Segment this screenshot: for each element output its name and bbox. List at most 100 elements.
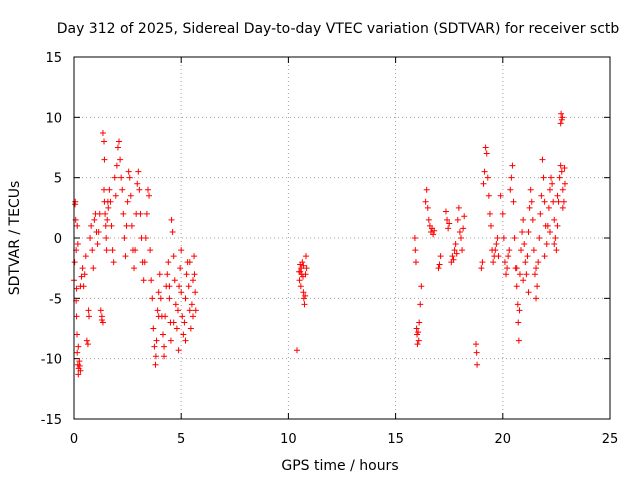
data-point-marker xyxy=(147,247,154,254)
data-point-marker xyxy=(507,186,514,193)
y-tick-label: 0 xyxy=(54,232,62,247)
data-point-marker xyxy=(484,174,491,181)
data-point-marker xyxy=(164,271,171,278)
data-point-marker xyxy=(181,319,188,326)
data-point-marker xyxy=(149,295,156,302)
data-point-marker xyxy=(508,174,515,181)
data-point-marker xyxy=(166,295,173,302)
data-point-marker xyxy=(533,265,540,272)
data-point-marker xyxy=(80,283,87,290)
data-point-marker xyxy=(110,259,117,266)
data-point-marker xyxy=(554,192,561,199)
data-point-marker xyxy=(152,353,159,360)
data-point-marker xyxy=(449,253,456,260)
data-point-marker xyxy=(413,325,420,332)
data-point-marker xyxy=(120,210,127,217)
data-point-marker xyxy=(453,250,460,257)
data-point-marker xyxy=(530,247,537,254)
y-tick-label: -10 xyxy=(41,353,62,368)
y-axis-label: SDTVAR / TECUs xyxy=(7,181,23,296)
data-point-marker xyxy=(551,216,558,223)
data-point-marker xyxy=(188,301,195,308)
data-point-marker xyxy=(167,337,174,344)
data-point-marker xyxy=(76,362,83,369)
data-point-marker xyxy=(418,283,425,290)
data-point-marker xyxy=(559,204,566,211)
data-point-marker xyxy=(109,247,116,254)
tick-labels: 0 5 10 15 20 25 -15 -10 -5 0 5 10 15 xyxy=(41,51,619,447)
data-point-marker xyxy=(74,222,81,229)
data-point-marker xyxy=(296,277,303,284)
data-point-marker xyxy=(176,283,183,290)
data-point-marker xyxy=(515,319,522,326)
chart-title: Day 312 of 2025, Sidereal Day-to-day VTE… xyxy=(57,21,620,37)
data-point-marker xyxy=(531,271,538,278)
data-point-marker xyxy=(182,295,189,302)
data-point-marker xyxy=(509,162,516,169)
data-point-marker xyxy=(121,235,128,241)
data-point-marker xyxy=(106,186,113,193)
data-point-marker xyxy=(150,325,157,332)
data-point-marker xyxy=(78,273,85,280)
data-point-marker xyxy=(437,253,444,260)
data-point-marker xyxy=(515,337,522,344)
data-point-marker xyxy=(146,192,153,199)
data-point-marker xyxy=(102,222,109,229)
data-point-marker xyxy=(561,180,568,187)
data-point-marker xyxy=(302,253,309,260)
data-point-marker xyxy=(430,231,437,238)
data-point-marker xyxy=(516,271,523,278)
data-point-marker xyxy=(144,186,151,193)
data-point-marker xyxy=(171,277,178,284)
data-point-marker xyxy=(485,192,492,199)
data-point-marker xyxy=(506,247,513,254)
data-point-marker xyxy=(189,313,196,320)
x-tick-label: 25 xyxy=(602,432,619,447)
data-point-marker xyxy=(131,265,138,272)
data-point-marker xyxy=(488,222,495,229)
y-tick-label: 15 xyxy=(45,51,62,66)
data-point-marker xyxy=(533,295,540,302)
data-point-marker xyxy=(514,301,521,308)
x-tick-label: 0 xyxy=(70,432,78,447)
data-point-marker xyxy=(132,247,139,254)
data-point-marker xyxy=(436,261,443,268)
data-point-marker xyxy=(450,256,457,263)
data-point-marker xyxy=(537,210,544,217)
data-point-marker xyxy=(97,307,104,314)
data-point-marker xyxy=(302,292,309,299)
data-point-marker xyxy=(423,186,430,193)
data-point-marker xyxy=(86,313,93,320)
data-point-marker xyxy=(111,174,118,181)
data-point-marker xyxy=(411,235,418,241)
data-point-marker xyxy=(540,174,547,181)
x-tick-label: 5 xyxy=(177,432,185,447)
data-point-marker xyxy=(452,241,459,248)
data-point-marker xyxy=(95,228,102,235)
data-point-marker xyxy=(479,259,486,266)
data-point-marker xyxy=(178,247,185,254)
plot-frame xyxy=(73,56,611,420)
data-point-marker xyxy=(72,198,79,205)
data-point-marker xyxy=(165,259,172,266)
data-point-marker xyxy=(495,253,502,260)
data-point-marker xyxy=(552,235,559,241)
data-point-marker xyxy=(541,253,548,260)
data-point-marker xyxy=(556,174,563,181)
data-point-marker xyxy=(414,341,421,348)
data-point-marker xyxy=(555,198,562,205)
data-point-marker xyxy=(174,307,181,314)
data-point-marker xyxy=(518,247,525,254)
data-point-marker xyxy=(520,277,527,284)
data-point-marker xyxy=(505,253,512,260)
data-point-marker xyxy=(460,225,467,232)
data-point-marker xyxy=(154,307,161,314)
data-point-marker xyxy=(543,241,550,248)
data-point-marker xyxy=(299,259,306,266)
data-point-marker xyxy=(300,262,307,269)
data-point-marker xyxy=(140,277,147,284)
data-point-marker xyxy=(166,283,173,290)
data-point-marker xyxy=(499,210,506,217)
data-point-marker xyxy=(557,162,564,169)
data-point-marker xyxy=(170,253,177,260)
